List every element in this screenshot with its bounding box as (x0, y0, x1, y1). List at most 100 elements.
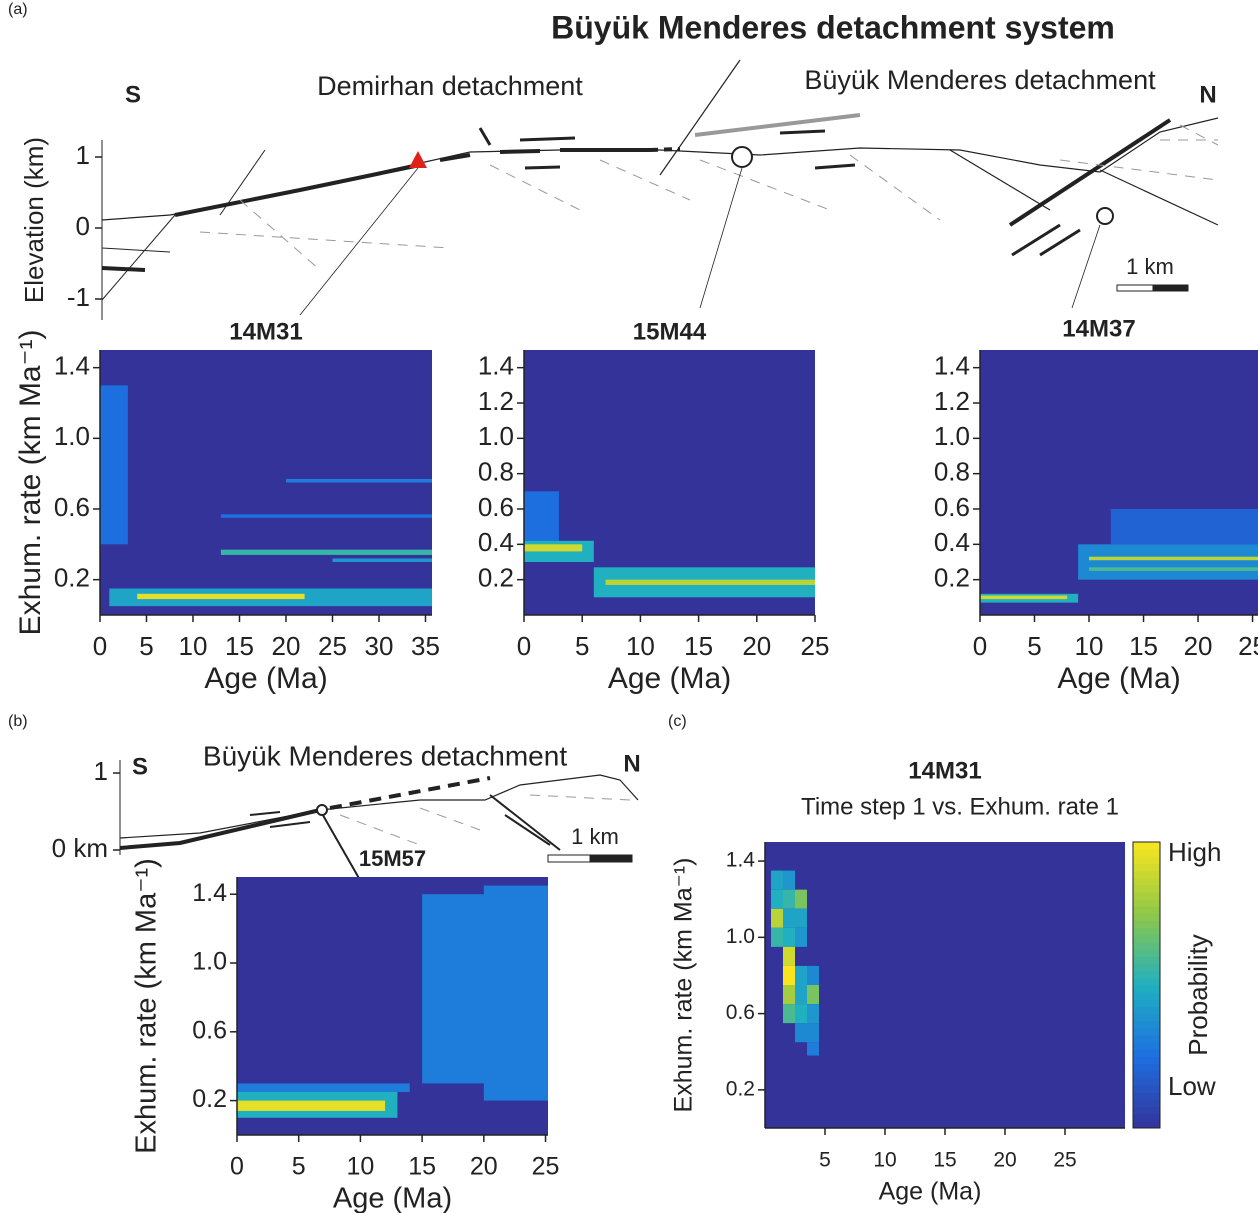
colorbar-step (1133, 1085, 1160, 1093)
labels: (a) (b) (c) Büyük Menderes detachment sy… (8, 1, 1217, 849)
heat-cell (605, 579, 815, 585)
colorbar-step (1133, 934, 1160, 943)
scale-label: 1 km (571, 824, 619, 849)
x-tick-label: 20 (470, 1153, 498, 1181)
heat-cell (524, 540, 594, 562)
north: N (1199, 81, 1216, 108)
heat-cell (807, 1004, 819, 1024)
heat-cell (807, 965, 819, 985)
y-tick-label: 1.0 (478, 421, 514, 451)
colorbar-step (1133, 849, 1160, 857)
heat-cell (980, 595, 1068, 600)
x-tick-label: 15 (225, 631, 254, 661)
axes (230, 877, 548, 1142)
x-tick-label: 25 (801, 631, 830, 661)
heat-cell (220, 514, 432, 518)
colorbar-step (1133, 999, 1160, 1007)
heat-cell (1110, 509, 1258, 545)
colorbar-step (1133, 1099, 1160, 1108)
heat-cell (783, 889, 795, 909)
x-tick-label: 5 (292, 1153, 306, 1181)
x-tick-label: 20 (993, 1149, 1016, 1172)
y-tick-label: 1.4 (478, 351, 514, 381)
chart-title: 15M44 (633, 318, 707, 345)
colorbar-step (1133, 870, 1160, 879)
heat-cell (237, 1083, 410, 1092)
y-tick-label: 0.4 (934, 527, 970, 557)
panel-label: (a) (8, 1, 28, 18)
y-tick-label: 1 (94, 756, 108, 786)
y-tick-label: 0.8 (478, 457, 514, 487)
y-label: Exhum. rate (km Ma⁻¹) (14, 330, 47, 636)
panel-label: (b) (8, 713, 28, 730)
colorbar-step (1133, 992, 1160, 1000)
panel-label: (c) (668, 713, 687, 730)
x-tick-label: 20 (742, 631, 771, 661)
x-tick-label: 25 (1053, 1149, 1076, 1172)
x-tick-label: 20 (1184, 631, 1213, 661)
y-tick-label: 0.6 (54, 492, 90, 522)
colorbar-step (1133, 949, 1160, 957)
heat-cell (795, 889, 807, 909)
colorbar-step (1133, 942, 1160, 950)
x-tick-label: 25 (532, 1153, 560, 1181)
x-tick-label: 35 (411, 631, 440, 661)
x-tick-label: 5 (819, 1149, 831, 1172)
y-tick-label: 0.6 (478, 492, 514, 522)
section-a-drawing (101, 59, 1219, 316)
x-tick-label: 25 (318, 631, 347, 661)
y-tick-label: 1.4 (192, 879, 227, 907)
y-tick-label: 0 (76, 211, 90, 241)
colorbar-high: High (1168, 837, 1221, 867)
heat-cell (1089, 556, 1258, 561)
heat-cell (137, 593, 305, 600)
colorbar-step (1133, 877, 1160, 886)
y-tick-label: 0.2 (192, 1085, 227, 1113)
heat-cell (285, 478, 432, 483)
heat-cell (807, 1023, 819, 1043)
y-tick-label: 1.0 (726, 925, 755, 948)
figure-title: Büyük Menderes detachment system (551, 9, 1115, 45)
heat-cell (795, 985, 807, 1005)
y-tick-label: 0.2 (478, 563, 514, 593)
colorbar-step (1133, 1056, 1160, 1065)
y-tick-label: 0.4 (478, 527, 514, 557)
x-tick-label: 10 (347, 1153, 375, 1181)
chart-title: 14M31 (229, 318, 302, 345)
colorbar-step (1133, 920, 1160, 929)
heat-cell (795, 927, 807, 947)
x-tick-label: 5 (1027, 631, 1041, 661)
colorbar-step (1133, 899, 1160, 907)
y-tick-label: 0.2 (726, 1077, 755, 1100)
colorbar-step (1133, 956, 1160, 965)
heat-cell (807, 1042, 819, 1056)
y-tick-label: 1.0 (934, 421, 970, 451)
colorbar-step (1133, 884, 1160, 893)
heat-cell (795, 1023, 807, 1043)
scale-label: 1 km (1126, 254, 1174, 279)
x-tick-label: 10 (873, 1149, 896, 1172)
heat-cell (771, 927, 783, 947)
heat-cell (332, 558, 432, 562)
chart-title: 15M57 (359, 846, 426, 871)
y-label: Elevation (km) (19, 137, 49, 303)
heat-cell (795, 965, 807, 985)
heat-cell (237, 1100, 386, 1111)
colorbar-step (1133, 1106, 1160, 1115)
heat-cell (783, 946, 795, 966)
y-tick-label: 0.6 (192, 1016, 227, 1044)
y-label: Exhum. rate (km Ma⁻¹) (131, 858, 163, 1154)
axes (93, 350, 432, 622)
heat-cell (771, 908, 783, 928)
axes (517, 350, 816, 622)
heat-cell (524, 544, 583, 552)
x-label: Age (Ma) (333, 1183, 452, 1213)
colorbar-step (1133, 1077, 1160, 1086)
colorbar-step (1133, 1092, 1160, 1100)
colorbar-step (1133, 913, 1160, 922)
plot-background (765, 842, 1125, 1128)
colorbar-step (1133, 1070, 1160, 1079)
x-tick-label: 15 (408, 1153, 436, 1181)
